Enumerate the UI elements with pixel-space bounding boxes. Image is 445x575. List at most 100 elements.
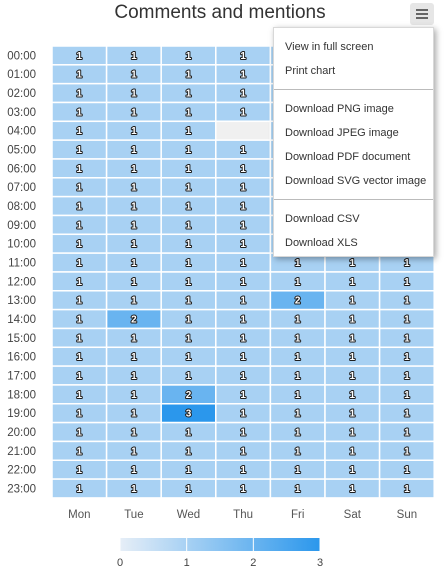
cell-value-label: 1 <box>404 484 410 495</box>
cell-value-label: 1 <box>240 220 246 231</box>
cell-value-label: 1 <box>295 465 301 476</box>
x-axis-tick-label: Tue <box>124 509 143 521</box>
y-axis-tick-label: 16:00 <box>7 352 36 364</box>
y-axis-tick-label: 13:00 <box>7 295 36 307</box>
cell-value-label: 1 <box>186 277 192 288</box>
legend-tick-label: 2 <box>250 557 256 569</box>
legend-tick-label: 0 <box>117 557 123 569</box>
cell-value-label: 1 <box>295 390 301 401</box>
cell-value-label: 1 <box>186 183 192 194</box>
cell-value-label: 1 <box>186 145 192 156</box>
cell-value-label: 1 <box>350 446 356 457</box>
cell-value-label: 1 <box>186 51 192 62</box>
cell-value-label: 1 <box>186 333 192 344</box>
cell-value-label: 1 <box>186 202 192 213</box>
legend-ticks: 0 1 2 3 <box>117 538 323 569</box>
cell-value-label: 1 <box>240 202 246 213</box>
cell-value-label: 1 <box>186 465 192 476</box>
cell-value-label: 1 <box>77 315 83 326</box>
menu-item-download-jpeg[interactable]: Download JPEG image <box>285 127 399 139</box>
cell-value-label: 1 <box>131 107 137 118</box>
cell-value-label: 1 <box>240 333 246 344</box>
y-axis-tick-label: 03:00 <box>7 107 36 119</box>
cell-value-label: 1 <box>295 258 301 269</box>
cell-value-label: 1 <box>186 484 192 495</box>
cell-value-label: 1 <box>77 446 83 457</box>
cell-value-label: 1 <box>77 484 83 495</box>
cell-value-label: 1 <box>186 89 192 100</box>
y-axis-tick-label: 10:00 <box>7 239 36 251</box>
cell-value-label: 1 <box>240 428 246 439</box>
cell-value-label: 1 <box>131 428 137 439</box>
cell-value-label: 1 <box>131 352 137 363</box>
cell-value-label: 1 <box>131 145 137 156</box>
x-axis-tick-label: Mon <box>68 509 90 521</box>
cell-value-label: 1 <box>240 107 246 118</box>
cell-value-label: 1 <box>186 296 192 307</box>
cell-value-label: 1 <box>295 446 301 457</box>
cell-value-label: 1 <box>131 277 137 288</box>
y-axis-tick-label: 05:00 <box>7 145 36 157</box>
cell-value-label: 1 <box>404 315 410 326</box>
y-axis-tick-label: 04:00 <box>7 126 36 138</box>
cell-value-label: 1 <box>404 296 410 307</box>
x-axis-tick-label: Fri <box>291 509 304 521</box>
menu-item-download-csv[interactable]: Download CSV <box>285 213 360 225</box>
y-axis-tick-label: 11:00 <box>8 258 36 270</box>
cell-value-label: 1 <box>240 239 246 250</box>
cell-value-label: 1 <box>131 409 137 420</box>
cell-value-label: 1 <box>240 277 246 288</box>
menu-item-view-full-screen[interactable]: View in full screen <box>285 41 374 53</box>
y-axis-tick-label: 08:00 <box>7 201 36 213</box>
cell-value-label: 1 <box>404 409 410 420</box>
cell-value-label: 1 <box>186 258 192 269</box>
heatmap-cell <box>378 478 435 499</box>
cell-value-label: 1 <box>186 371 192 382</box>
y-axis-tick-label: 09:00 <box>7 220 36 232</box>
cell-value-label: 1 <box>240 446 246 457</box>
menu-item-download-pdf[interactable]: Download PDF document <box>285 151 411 163</box>
cell-value-label: 1 <box>77 126 83 137</box>
menu-item-download-xls[interactable]: Download XLS <box>285 237 358 249</box>
cell-value-label: 1 <box>240 409 246 420</box>
cell-value-label: 1 <box>295 409 301 420</box>
cell-value-label: 1 <box>295 277 301 288</box>
menu-separator <box>274 199 433 200</box>
cell-value-label: 1 <box>186 315 192 326</box>
cell-value-label: 1 <box>350 277 356 288</box>
cell-value-label: 1 <box>240 258 246 269</box>
cell-value-label: 1 <box>131 239 137 250</box>
cell-value-label: 1 <box>240 296 246 307</box>
cell-value-label: 1 <box>77 296 83 307</box>
cell-value-label: 1 <box>240 352 246 363</box>
cell-value-label: 1 <box>131 296 137 307</box>
cell-value-label: 1 <box>404 277 410 288</box>
cell-value-label: 1 <box>240 484 246 495</box>
y-axis-tick-label: 22:00 <box>7 465 36 477</box>
cell-value-label: 1 <box>131 465 137 476</box>
menu-item-print-chart[interactable]: Print chart <box>285 65 336 77</box>
menu-item-download-png[interactable]: Download PNG image <box>285 103 394 115</box>
y-axis-tick-label: 06:00 <box>7 163 36 175</box>
export-menu: View in full screen Print chart Download… <box>273 27 434 257</box>
menu-item-download-svg[interactable]: Download SVG vector image <box>285 175 427 187</box>
cell-value-label: 1 <box>240 145 246 156</box>
hamburger-menu-icon[interactable] <box>410 3 434 25</box>
cell-value-label: 1 <box>131 484 137 495</box>
cell-value-label: 1 <box>131 183 137 194</box>
x-axis-tick-label: Wed <box>177 509 200 521</box>
cell-value-label: 1 <box>77 51 83 62</box>
cell-value-label: 1 <box>240 315 246 326</box>
cell-value-label: 1 <box>186 239 192 250</box>
y-axis-tick-label: 19:00 <box>7 408 36 420</box>
cell-value-label: 1 <box>350 409 356 420</box>
y-axis-tick-label: 00:00 <box>7 50 36 62</box>
cell-value-label: 1 <box>240 89 246 100</box>
cell-value-label: 1 <box>350 296 356 307</box>
cell-value-label: 1 <box>240 390 246 401</box>
cell-value-label: 1 <box>350 352 356 363</box>
cell-value-label: 1 <box>295 333 301 344</box>
y-axis-tick-label: 14:00 <box>7 314 36 326</box>
cell-value-label: 1 <box>77 258 83 269</box>
y-axis-tick-label: 07:00 <box>7 182 36 194</box>
